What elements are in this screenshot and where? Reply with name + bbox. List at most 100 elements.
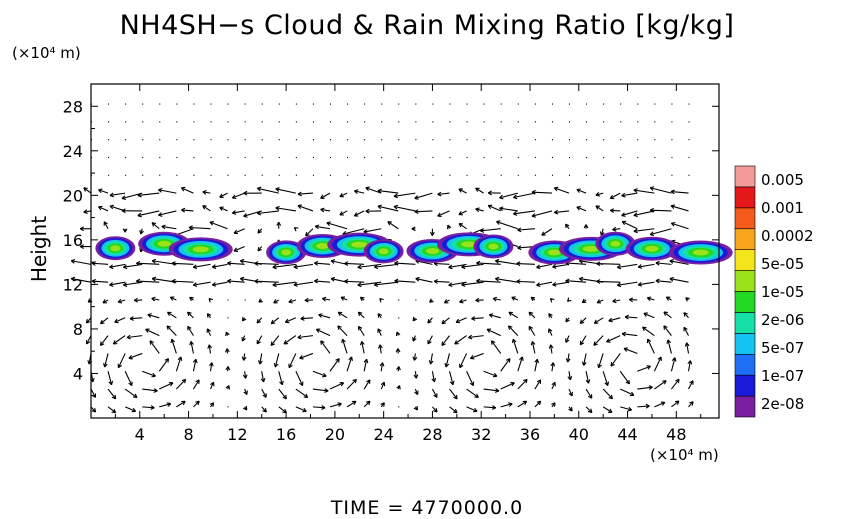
wind-vector bbox=[496, 221, 518, 230]
wind-arrowhead bbox=[633, 188, 638, 193]
wind-vector bbox=[109, 281, 126, 286]
wind-vector bbox=[344, 280, 365, 283]
cloud-contour bbox=[192, 246, 209, 253]
wind-vector bbox=[329, 403, 342, 408]
wind-vector bbox=[272, 263, 296, 268]
wind-vector bbox=[159, 403, 171, 408]
colorbar-label: 1e-07 bbox=[761, 367, 804, 385]
wind-vector bbox=[288, 353, 297, 368]
wind-arrowhead bbox=[689, 401, 694, 406]
wind-vector bbox=[187, 311, 194, 319]
wind-arrowhead bbox=[117, 363, 122, 369]
wind-vector bbox=[387, 221, 399, 230]
wind-vector bbox=[158, 358, 169, 372]
wind-vector bbox=[448, 281, 467, 286]
wind-arrowhead bbox=[357, 264, 362, 270]
wind-arrowhead bbox=[303, 393, 309, 398]
wind-vector bbox=[638, 281, 655, 286]
wind-arrowhead bbox=[447, 224, 452, 230]
wind-vector bbox=[621, 221, 638, 230]
wind-vector bbox=[671, 222, 689, 230]
wind-arrowhead bbox=[337, 402, 342, 407]
wind-vector bbox=[551, 382, 556, 390]
wind-vector bbox=[536, 281, 553, 286]
wind-arrowhead bbox=[510, 381, 515, 387]
y-tick-label: 24 bbox=[63, 142, 83, 161]
wind-arrowhead bbox=[167, 311, 172, 317]
wind-vector bbox=[316, 328, 331, 337]
wind-vector bbox=[126, 335, 143, 339]
wind-vector bbox=[619, 388, 635, 396]
wind-arrowhead bbox=[131, 407, 137, 413]
wind-arrowhead bbox=[522, 400, 528, 406]
wind-arrowhead bbox=[206, 328, 211, 333]
wind-arrowhead bbox=[448, 264, 453, 270]
wind-vector bbox=[233, 228, 245, 234]
wind-vector bbox=[449, 406, 458, 414]
wind-vector bbox=[208, 344, 212, 354]
wind-vector bbox=[190, 341, 194, 354]
wind-vector bbox=[112, 335, 126, 345]
wind-vector bbox=[565, 262, 587, 265]
wind-vector bbox=[209, 362, 213, 372]
wind-arrowhead bbox=[637, 264, 643, 269]
wind-vector bbox=[512, 338, 519, 354]
wind-vector bbox=[568, 388, 573, 397]
colorbar: 2e-08 1e-07 5e-07 2e-06 1e-05 5e-05 0.0002 0.00… bbox=[734, 165, 814, 418]
wind-vector bbox=[427, 317, 433, 324]
wind-vector bbox=[147, 314, 160, 319]
wind-vector bbox=[495, 278, 518, 283]
wind-vector bbox=[297, 192, 313, 195]
wind-arrowhead bbox=[433, 279, 439, 284]
wind-arrowhead bbox=[209, 221, 214, 226]
wind-vector bbox=[117, 299, 126, 303]
wind-arrowhead bbox=[655, 260, 660, 266]
wind-vector bbox=[683, 327, 689, 336]
wind-arrowhead bbox=[461, 264, 466, 270]
colorbar-swatch bbox=[734, 291, 756, 313]
wind-arrowhead bbox=[455, 318, 461, 324]
wind-vector bbox=[637, 386, 653, 390]
cloud-contour bbox=[157, 240, 171, 247]
colorbar-label: 0.005 bbox=[761, 171, 804, 189]
wind-vector bbox=[232, 210, 245, 214]
wind-arrowhead bbox=[669, 276, 674, 282]
cloud-contour bbox=[281, 249, 292, 256]
wind-vector bbox=[297, 335, 314, 339]
wind-arrowhead bbox=[395, 331, 401, 337]
wind-vector bbox=[227, 262, 245, 265]
wind-vector bbox=[427, 335, 433, 345]
wind-vector bbox=[671, 400, 680, 408]
wind-arrowhead bbox=[475, 207, 480, 213]
wind-arrowhead bbox=[297, 191, 302, 197]
wind-arrowhead bbox=[304, 297, 309, 303]
wind-vector bbox=[305, 228, 314, 237]
wind-arrowhead bbox=[683, 326, 688, 332]
wind-vector bbox=[342, 228, 365, 235]
wind-arrowhead bbox=[256, 186, 262, 192]
colorbar-label: 5e-07 bbox=[761, 339, 804, 357]
wind-arrowhead bbox=[670, 221, 676, 227]
wind-arrowhead bbox=[99, 341, 105, 346]
wind-vector bbox=[377, 328, 382, 336]
wind-vector bbox=[167, 311, 177, 319]
wind-arrowhead bbox=[195, 379, 200, 384]
wind-arrowhead bbox=[536, 282, 541, 287]
cloud-contour bbox=[610, 240, 621, 247]
wind-vector bbox=[270, 335, 280, 346]
wind-arrowhead bbox=[344, 261, 349, 266]
wind-vector bbox=[489, 314, 501, 319]
wind-vector bbox=[344, 262, 365, 265]
wind-vector bbox=[596, 263, 621, 265]
wind-vector bbox=[295, 406, 307, 412]
wind-vector bbox=[357, 311, 365, 319]
wind-arrowhead bbox=[621, 212, 626, 217]
wind-arrowhead bbox=[136, 278, 141, 284]
wind-arrowhead bbox=[132, 393, 138, 398]
cloud-contour bbox=[547, 249, 561, 256]
wind-vector bbox=[667, 339, 672, 354]
wind-vector bbox=[212, 263, 228, 268]
wind-arrowhead bbox=[492, 372, 498, 378]
wind-vector bbox=[261, 406, 267, 413]
wind-vector bbox=[602, 371, 609, 386]
